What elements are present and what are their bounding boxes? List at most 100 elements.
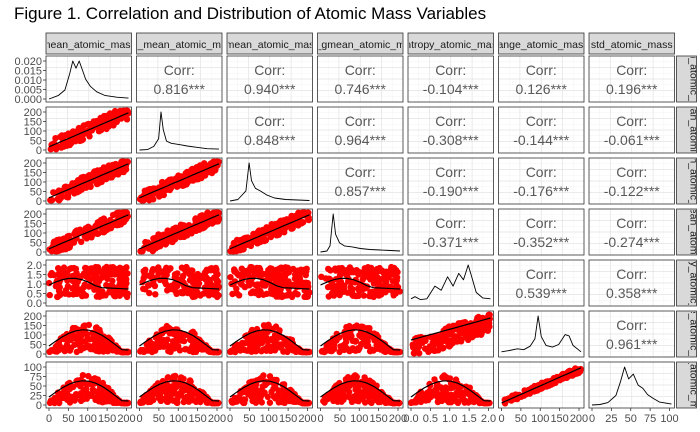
- scatter-point: [431, 376, 438, 383]
- panel: [136, 361, 223, 409]
- scatter-point: [192, 348, 200, 355]
- y-tick-label: 100: [24, 126, 42, 138]
- scatter-point: [164, 374, 172, 381]
- corr-label: Corr:: [526, 215, 557, 231]
- panel: Corr: -0.122***: [588, 157, 675, 205]
- scatter-point: [84, 331, 91, 338]
- y-tick-label: 0.5: [27, 289, 42, 301]
- bottom-axis: 0 50 100 150 200 0 50 100 150 200 0 50 100 150 200 0 50 1…: [46, 408, 679, 425]
- panel: Corr: -0.144***: [498, 106, 585, 154]
- scatter-point: [252, 271, 260, 278]
- x-tick-label: 100: [79, 413, 97, 425]
- panel: Corr: 0.746***: [317, 55, 404, 103]
- scatter-point: [186, 277, 194, 284]
- y-tick-label: 0: [36, 400, 42, 412]
- scatter-point: [69, 272, 76, 280]
- scatter-point: [56, 289, 64, 297]
- row-strip-label: range_atomic_mass: [688, 287, 700, 382]
- scatter-point: [294, 291, 301, 298]
- panel: [45, 361, 132, 409]
- x-tick-label: 2.0: [481, 413, 496, 425]
- scatter-point: [336, 334, 343, 341]
- scatter-point: [423, 395, 431, 403]
- row-strip-label: wtd_gmean_atomic_mass: [688, 170, 700, 293]
- corr-value: -0.274***: [604, 234, 661, 250]
- scatter-point: [73, 348, 81, 356]
- y-tick-label: 150: [24, 321, 42, 333]
- scatter-point: [410, 350, 418, 357]
- scatter-point: [252, 238, 259, 245]
- corr-value: 0.848***: [244, 132, 296, 148]
- scatter-point: [341, 342, 349, 350]
- scatter-point: [227, 348, 234, 355]
- trend-line: [320, 329, 401, 351]
- scatter-point: [374, 333, 382, 341]
- scatter-point: [177, 374, 185, 381]
- scatter-point: [321, 399, 328, 406]
- scatter-point: [350, 373, 357, 381]
- scatter-point: [192, 227, 200, 234]
- scatter-point: [95, 291, 102, 298]
- scatter-point: [287, 394, 295, 401]
- scatter-point: [353, 378, 360, 386]
- trend-line: [229, 214, 310, 250]
- scatter-point: [452, 382, 459, 389]
- scatter-point: [78, 338, 86, 346]
- row-strip: gmean_atomic_mass: [676, 157, 697, 205]
- x-tick-label: 0.5: [423, 413, 438, 425]
- scatter-point: [66, 141, 74, 149]
- scatter-point: [78, 125, 85, 132]
- panel: [317, 259, 404, 307]
- scatter-point: [72, 128, 79, 136]
- panel: [407, 310, 494, 358]
- scatter-point: [140, 347, 147, 355]
- scatter-point: [91, 337, 99, 344]
- corr-value: -0.104***: [423, 81, 480, 97]
- scatter-point: [238, 265, 245, 272]
- column-strip: range_atomic_mass: [498, 32, 585, 55]
- scatter-point: [239, 273, 247, 280]
- scatter-point: [259, 383, 266, 390]
- scatter-point: [332, 387, 340, 395]
- scatter-point: [361, 265, 368, 272]
- scatter-point: [74, 278, 82, 285]
- scatter-point: [109, 346, 117, 354]
- x-tick-label: 75: [644, 413, 656, 425]
- scatter-point: [441, 373, 448, 381]
- scatter-point: [107, 289, 114, 296]
- scatter-point: [375, 279, 383, 287]
- row-strip: wtd_gmean_atomic_mass: [676, 170, 700, 293]
- scatter-point: [46, 399, 54, 407]
- corr-value: -0.190***: [423, 183, 480, 199]
- scatter-point: [288, 224, 296, 231]
- y-tick-label: 50: [30, 136, 42, 148]
- scatter-point: [163, 381, 170, 388]
- scatter-point: [342, 333, 349, 340]
- scatter-point: [352, 386, 359, 393]
- scatter-point: [115, 283, 122, 291]
- corr-label: Corr:: [164, 62, 195, 78]
- x-tick-label: 150: [279, 413, 297, 425]
- scatter-point: [119, 348, 126, 356]
- density-line: [591, 366, 672, 406]
- y-tick-label: 0.010: [14, 75, 42, 87]
- x-tick-label: 200: [298, 413, 316, 425]
- scatter-point: [51, 345, 59, 353]
- scatter-point: [435, 394, 442, 402]
- panel: Corr: 0.196***: [588, 55, 675, 103]
- scatter-point: [165, 267, 172, 274]
- trend-line: [320, 380, 401, 402]
- scatter-point: [78, 137, 85, 144]
- corr-value: -0.061***: [604, 132, 661, 148]
- scatter-point: [152, 291, 159, 298]
- y-tick-label: 200: [24, 158, 42, 170]
- scatter-point: [365, 274, 373, 281]
- scatter-point: [67, 344, 75, 351]
- y-tick-label: 200: [24, 107, 42, 119]
- panel: [317, 361, 404, 409]
- x-tick-label: 50: [515, 413, 527, 425]
- trend-line: [139, 214, 220, 250]
- scatter-point: [372, 272, 379, 279]
- scatter-point: [67, 336, 74, 344]
- trend-line: [48, 380, 129, 402]
